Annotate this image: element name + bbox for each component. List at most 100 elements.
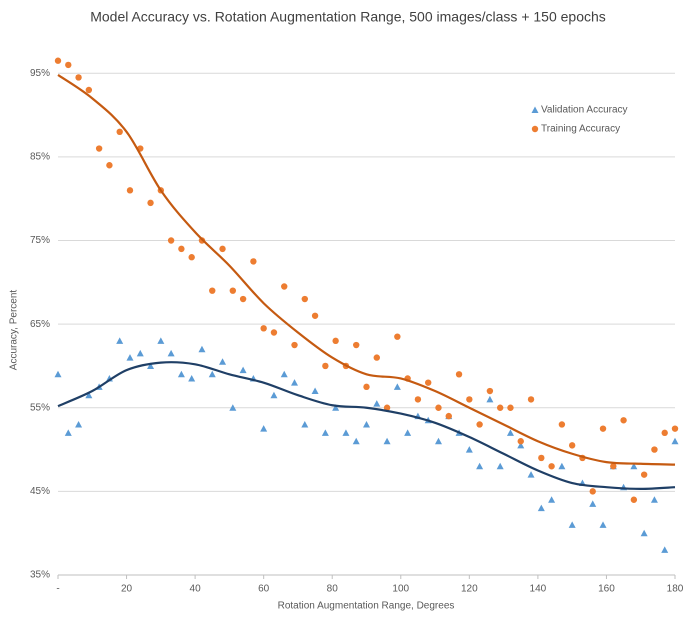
data-point (229, 404, 237, 411)
data-point (465, 446, 473, 453)
data-point (54, 370, 62, 378)
data-point (136, 349, 144, 357)
chart-title: Model Accuracy vs. Rotation Augmentation… (90, 9, 606, 25)
data-point (517, 438, 524, 445)
data-point (106, 162, 113, 169)
y-tick-label: 85% (30, 152, 50, 163)
data-point (599, 521, 607, 528)
legend-marker (531, 125, 539, 133)
data-point (126, 187, 134, 194)
data-point (651, 446, 658, 453)
trend-line (57, 361, 676, 490)
data-point (157, 337, 165, 344)
data-point (219, 245, 226, 253)
data-point (291, 341, 298, 349)
x-axis-title: Rotation Augmentation Range, Degrees (278, 601, 455, 612)
data-point (455, 371, 463, 378)
data-point (260, 325, 267, 332)
data-point (332, 337, 339, 345)
data-point (239, 366, 247, 374)
data-point (548, 496, 556, 503)
y-tick-label: 55% (30, 402, 50, 413)
data-point (363, 420, 370, 428)
trend-line (57, 74, 676, 466)
data-point (527, 471, 535, 478)
data-point (167, 237, 175, 244)
data-point (486, 395, 494, 403)
data-point (311, 387, 319, 395)
x-tick-label: 60 (258, 584, 270, 595)
data-point (506, 429, 514, 436)
data-point (65, 61, 72, 69)
data-point (270, 391, 278, 399)
data-point (178, 245, 185, 253)
legend-label: Training Accuracy (541, 124, 620, 135)
data-point (208, 370, 216, 378)
data-point (476, 462, 484, 470)
data-point (363, 383, 370, 391)
legend-label: Validation Accuracy (541, 105, 628, 116)
data-point (425, 379, 432, 386)
data-point (589, 488, 596, 495)
data-point (75, 420, 83, 428)
data-point (435, 404, 442, 411)
data-point (414, 396, 422, 403)
data-point (209, 287, 216, 294)
data-point (250, 258, 257, 265)
data-point (466, 396, 473, 403)
data-point (661, 546, 669, 553)
y-tick-label: 65% (30, 319, 50, 330)
x-tick-label: 100 (392, 584, 409, 595)
data-point (64, 429, 72, 436)
data-point (188, 374, 196, 382)
data-point (239, 295, 247, 303)
x-tick-label: 20 (121, 584, 133, 595)
data-point (507, 404, 514, 411)
y-tick-label: 95% (30, 68, 50, 79)
data-point (177, 370, 185, 378)
data-point (383, 437, 391, 445)
data-point (445, 412, 452, 420)
data-point (671, 425, 679, 432)
data-point (527, 396, 535, 403)
data-point (476, 421, 483, 428)
data-point (116, 128, 123, 136)
data-point (332, 404, 340, 411)
y-tick-label: 35% (30, 570, 50, 581)
data-point (229, 287, 237, 294)
data-point (568, 521, 576, 528)
data-point (620, 417, 627, 424)
x-tick-label: - (56, 584, 59, 595)
x-tick-label: 120 (461, 584, 478, 595)
data-point (75, 74, 82, 81)
data-point (558, 421, 566, 428)
data-point (517, 441, 525, 449)
data-point (434, 437, 442, 445)
data-point (311, 312, 319, 319)
data-point (54, 57, 62, 64)
x-tick-label: 160 (598, 584, 615, 595)
data-point (496, 404, 504, 411)
data-point (291, 379, 299, 386)
y-tick-label: 45% (30, 486, 50, 497)
data-point (383, 404, 391, 411)
x-tick-label: 180 (667, 584, 684, 595)
data-point (671, 437, 679, 445)
data-point (568, 442, 576, 449)
data-point (85, 86, 93, 94)
data-point (496, 462, 504, 470)
data-point (373, 354, 380, 361)
data-point (353, 341, 360, 349)
data-point (322, 362, 329, 370)
data-point (640, 471, 648, 478)
x-tick-label: 40 (190, 584, 202, 595)
data-point (198, 345, 206, 353)
data-point (270, 329, 278, 336)
y-tick-label: 75% (30, 235, 50, 246)
data-point (486, 387, 494, 395)
data-point (167, 349, 175, 357)
data-point (352, 437, 360, 445)
data-point (630, 496, 638, 503)
data-point (147, 362, 155, 369)
